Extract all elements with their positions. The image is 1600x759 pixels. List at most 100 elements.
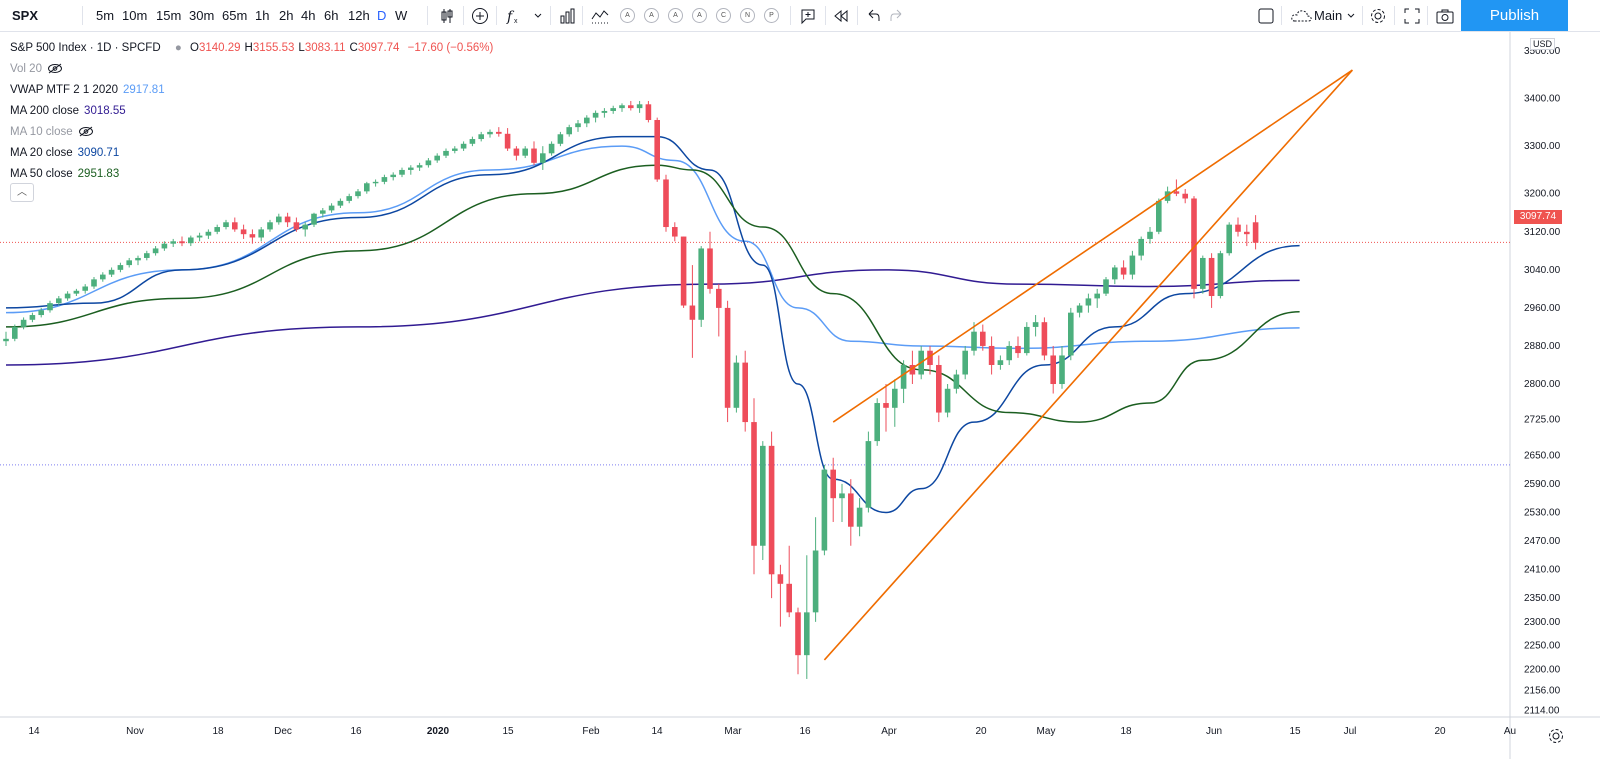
candle-body[interactable]	[161, 243, 168, 249]
layout-icon[interactable]	[1257, 5, 1275, 26]
candle-body[interactable]	[267, 222, 273, 230]
candle-body[interactable]	[390, 174, 396, 178]
trendline-wedge-lower[interactable]	[823, 69, 1353, 661]
camera-icon[interactable]	[1435, 5, 1455, 26]
candle-body[interactable]	[399, 169, 405, 175]
event-badge-a[interactable]: A	[668, 8, 683, 23]
candle-body[interactable]	[1041, 322, 1048, 356]
candle-body[interactable]	[548, 143, 555, 154]
candle-body[interactable]	[716, 288, 722, 308]
candle-body[interactable]	[328, 205, 335, 211]
candle-body[interactable]	[601, 110, 608, 113]
candle-body[interactable]	[73, 290, 80, 294]
symbol-title[interactable]: S&P 500 Index · 1D · SPCFD	[10, 42, 161, 54]
timeframe-10m[interactable]: 10m	[122, 8, 148, 23]
candle-body[interactable]	[707, 248, 713, 289]
timeframe-W[interactable]: W	[395, 8, 408, 23]
candle-body[interactable]	[777, 574, 784, 584]
bar-replay-icon[interactable]	[559, 5, 575, 26]
candle-body[interactable]	[1076, 305, 1083, 313]
fullscreen-icon[interactable]	[1403, 5, 1421, 26]
layout-name[interactable]: Main	[1314, 8, 1343, 23]
timeframe-5m[interactable]: 5m	[96, 8, 115, 23]
candle-body[interactable]	[364, 183, 370, 192]
candle-body[interactable]	[1103, 279, 1109, 294]
candle-body[interactable]	[610, 108, 616, 111]
candle-body[interactable]	[408, 167, 414, 170]
publish-button[interactable]: Publish	[1461, 0, 1568, 31]
indicator-row[interactable]: MA 10 close	[10, 122, 503, 143]
candle-body[interactable]	[452, 148, 458, 151]
candle-body[interactable]	[355, 191, 361, 197]
candle-body[interactable]	[504, 133, 511, 149]
candle-body[interactable]	[100, 274, 106, 280]
candle-body[interactable]	[619, 105, 625, 109]
candle-body[interactable]	[20, 319, 27, 327]
candle-body[interactable]	[1112, 267, 1118, 280]
candle-body[interactable]	[38, 310, 44, 316]
candle-body[interactable]	[56, 298, 62, 304]
candle-body[interactable]	[223, 222, 229, 228]
candle-body[interactable]	[64, 293, 71, 299]
candle-body[interactable]	[848, 493, 854, 527]
timeframe-D[interactable]: D	[377, 8, 387, 23]
candle-body[interactable]	[1138, 238, 1144, 256]
cloud-icon[interactable]	[1290, 5, 1314, 26]
candle-body[interactable]	[12, 326, 18, 339]
collapse-legend-button[interactable]: ︿	[10, 183, 34, 202]
candle-body[interactable]	[812, 550, 819, 613]
timeframe-6h[interactable]: 6h	[324, 8, 339, 23]
candle-body[interactable]	[531, 148, 537, 163]
candle-body[interactable]	[522, 148, 528, 156]
candle-body[interactable]	[47, 303, 53, 311]
alert-icon[interactable]	[798, 5, 818, 26]
candle-body[interactable]	[760, 445, 766, 546]
replay-icon[interactable]	[833, 5, 849, 26]
candle-body[interactable]	[1156, 200, 1162, 232]
candle-body[interactable]	[663, 179, 669, 228]
candle-body[interactable]	[29, 315, 36, 320]
candle-body[interactable]	[293, 222, 300, 230]
candle-body[interactable]	[592, 112, 599, 118]
candle-body[interactable]	[971, 331, 977, 351]
candle-body[interactable]	[337, 200, 344, 206]
candle-body[interactable]	[188, 237, 194, 244]
candle-body[interactable]	[82, 286, 88, 291]
candle-body[interactable]	[680, 236, 687, 306]
candle-body[interactable]	[126, 260, 132, 266]
candle-body[interactable]	[311, 213, 317, 225]
timeframe-1h[interactable]: 1h	[255, 8, 270, 23]
candle-body[interactable]	[540, 153, 546, 163]
candle-body[interactable]	[1200, 257, 1206, 289]
indicator-row[interactable]: MA 200 close 3018.55	[10, 101, 503, 122]
candle-body[interactable]	[425, 160, 432, 166]
candle-body[interactable]	[1147, 231, 1153, 239]
candle-body[interactable]	[944, 388, 951, 413]
candle-body[interactable]	[117, 265, 124, 270]
event-badge-a[interactable]: A	[692, 8, 707, 23]
candle-body[interactable]	[487, 131, 493, 135]
ma-line-ma-50-close[interactable]	[5, 164, 1300, 423]
candle-body[interactable]	[3, 338, 9, 342]
indicator-row[interactable]: Vol 20	[10, 59, 503, 80]
candle-body[interactable]	[962, 350, 968, 375]
candle-body[interactable]	[416, 165, 423, 168]
hidden-eye-icon[interactable]	[47, 63, 63, 74]
indicator-row[interactable]: VWAP MTF 2 1 2020 2917.81	[10, 80, 503, 101]
undo-icon[interactable]	[865, 5, 881, 26]
candle-body[interactable]	[372, 181, 379, 184]
candle-body[interactable]	[636, 104, 643, 109]
candle-body[interactable]	[584, 117, 590, 124]
candle-body[interactable]	[557, 134, 564, 144]
event-badge-p[interactable]: P	[764, 8, 779, 23]
candle-body[interactable]	[1015, 345, 1021, 354]
candle-body[interactable]	[786, 583, 792, 613]
ma-line-ma-200-close[interactable]	[5, 269, 1300, 366]
candle-body[interactable]	[689, 305, 696, 320]
candle-body[interactable]	[909, 364, 916, 375]
candle-body[interactable]	[1006, 345, 1012, 361]
candle-body[interactable]	[381, 177, 388, 182]
candle-body[interactable]	[276, 216, 282, 223]
candle-body[interactable]	[196, 235, 203, 238]
